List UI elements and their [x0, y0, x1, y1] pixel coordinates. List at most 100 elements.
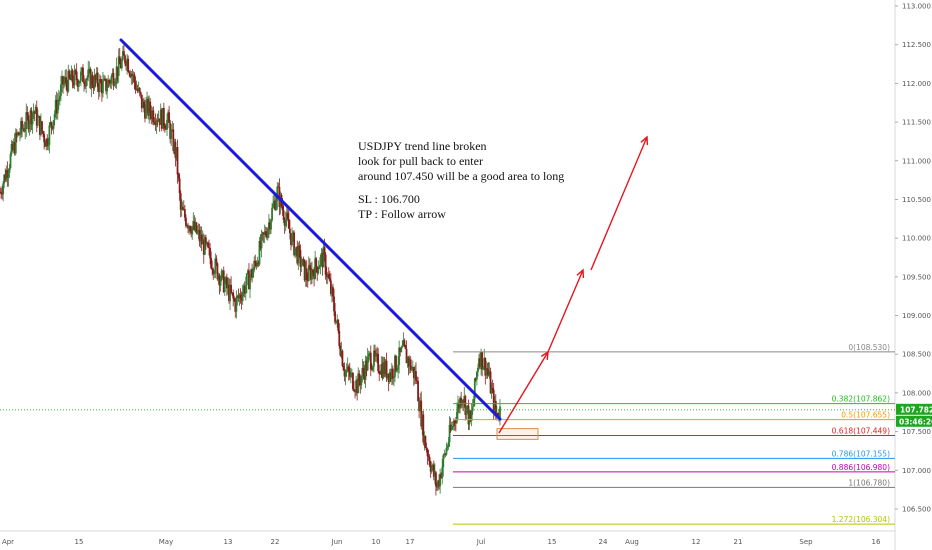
candle-body — [350, 372, 353, 374]
candle-body — [51, 126, 54, 129]
candle-body — [467, 405, 470, 425]
candle-body — [132, 74, 135, 77]
candle-body — [339, 346, 342, 356]
candle-body — [487, 369, 490, 376]
candle-body — [74, 70, 77, 72]
downtrend-line[interactable] — [119, 38, 502, 421]
candle-body — [3, 174, 6, 184]
candle-body — [120, 59, 123, 69]
candle-body — [143, 101, 145, 108]
candle-body — [85, 80, 88, 87]
candle-body — [324, 254, 327, 275]
candle-body — [39, 116, 41, 136]
candle-body — [461, 400, 464, 406]
candle-body — [114, 80, 117, 85]
candle-body — [300, 265, 303, 267]
candle-body — [386, 373, 389, 378]
candle-body — [103, 78, 105, 81]
candle-body — [465, 406, 468, 415]
candle-body — [181, 207, 184, 210]
candle-body — [347, 366, 350, 372]
trend-line-group[interactable] — [119, 38, 502, 421]
candle-body — [21, 120, 23, 130]
candle-body — [371, 366, 374, 370]
candle-body — [384, 360, 387, 375]
candle-body — [165, 128, 167, 130]
x-tick-label: Jun — [331, 538, 343, 546]
candle-body — [404, 345, 407, 349]
candle-body — [277, 186, 280, 188]
candle-body — [55, 99, 58, 114]
arrow-segment[interactable] — [498, 351, 549, 434]
y-tick-label: 111.500 — [902, 119, 931, 127]
candle-body — [431, 464, 434, 468]
x-tick-label: 10 — [372, 538, 381, 546]
candle-body — [469, 410, 472, 421]
candle-body — [0, 191, 2, 194]
candle-body — [256, 262, 259, 267]
candle-body — [95, 72, 98, 81]
candle-body — [107, 80, 110, 88]
candle-body — [26, 112, 29, 116]
candle-body — [185, 217, 187, 226]
arrow-segment[interactable] — [590, 136, 648, 271]
candle-body — [412, 367, 415, 379]
candle-body — [368, 352, 371, 354]
candle-body — [249, 277, 251, 290]
candle-body — [97, 86, 100, 92]
candle-body — [130, 73, 133, 78]
candle-body — [248, 270, 250, 290]
candle-body — [302, 258, 305, 260]
candle-body — [367, 353, 370, 357]
candle-body — [29, 110, 32, 124]
candle-body — [140, 94, 143, 109]
fib-level-label: 0.618(107.449) — [832, 427, 890, 436]
candle-body — [244, 285, 247, 294]
candle-body — [210, 258, 213, 269]
candle-body — [33, 111, 36, 114]
candle-body — [28, 123, 31, 130]
candle-body — [219, 279, 222, 286]
candle-body — [452, 420, 455, 427]
candle-body — [224, 277, 227, 283]
candle-body — [147, 99, 150, 116]
candle-body — [126, 58, 129, 66]
candle-body — [376, 353, 379, 355]
candle-body — [358, 373, 361, 382]
candle-body — [164, 125, 166, 129]
candle-body — [480, 351, 482, 367]
candle-body — [78, 80, 81, 83]
candle-body — [407, 357, 410, 367]
candle-body — [263, 231, 266, 235]
x-tick-label: May — [159, 538, 173, 546]
candle-body — [427, 456, 430, 458]
arrow-head — [640, 135, 649, 146]
candle-body — [27, 115, 30, 130]
arrow-segment[interactable] — [547, 269, 584, 353]
candle-body — [117, 56, 120, 76]
candle-body — [93, 75, 96, 89]
price-axis[interactable]: 106.500 107.000 107.500 108.000 108.500 109.0… — [895, 3, 931, 514]
time-axis[interactable]: Apr 15 May 13 22 Jun 10 17 Jul 15 24 Aug 12 21 Sep 16 — [2, 538, 881, 546]
candle-body — [180, 207, 183, 210]
candle-body — [341, 350, 344, 366]
candle-body — [81, 67, 83, 72]
candle-body — [172, 129, 175, 151]
candle-body — [426, 450, 429, 457]
candle-body — [444, 453, 447, 455]
fib-level-label: 0(108.530) — [848, 343, 890, 352]
candle-body — [352, 372, 354, 390]
fibonacci-retracement[interactable]: 0(108.530) 0.382(107.862) 0.5(107.655) 0.61… — [0, 343, 895, 525]
candle-body — [463, 396, 466, 403]
candle-body — [52, 120, 55, 129]
candle-body — [245, 273, 248, 286]
x-tick-label: Apr — [2, 538, 14, 546]
candle-body — [361, 367, 364, 377]
candle-body — [481, 351, 484, 370]
candle-body — [174, 141, 177, 158]
candle-body — [98, 79, 101, 92]
entry-zone-box[interactable] — [496, 428, 539, 440]
projection-arrow-group[interactable] — [498, 135, 649, 434]
